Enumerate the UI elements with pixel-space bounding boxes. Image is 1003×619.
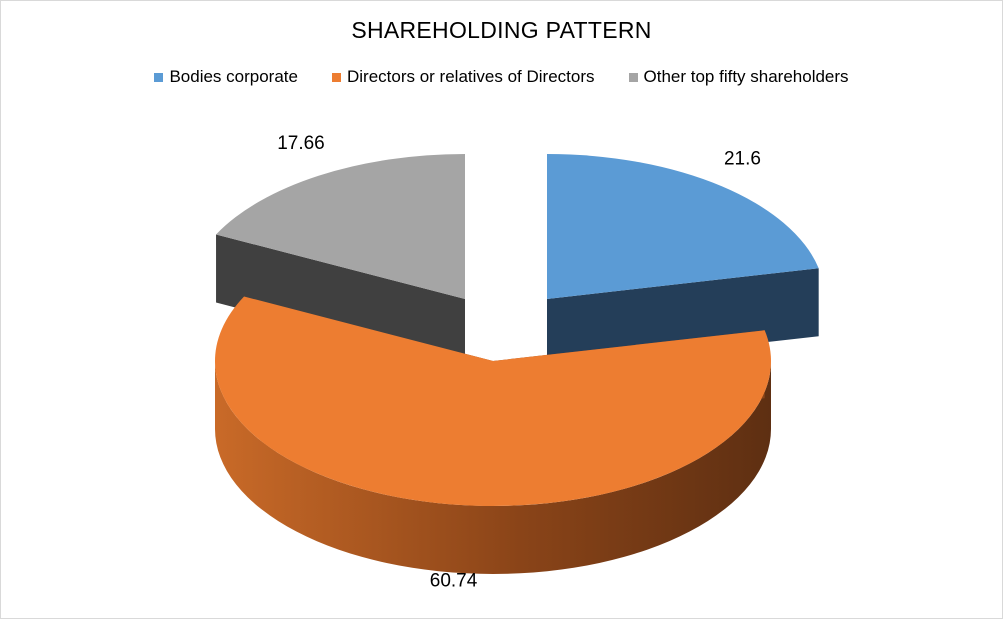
legend-item-other-top-fifty: Other top fifty shareholders — [628, 67, 849, 87]
legend-swatch — [154, 72, 164, 82]
legend-item-bodies-corporate: Bodies corporate — [154, 67, 298, 87]
slice-cut-2-0 — [216, 234, 465, 367]
chart-legend: Bodies corporate Directors or relatives … — [1, 67, 1002, 87]
legend-item-directors: Directors or relatives of Directors — [331, 67, 595, 87]
chart-title: SHAREHOLDING PATTERN — [351, 17, 652, 43]
data-label-1: 60.74 — [430, 570, 478, 591]
data-label-0: 21.6 — [724, 149, 761, 170]
pie-tops — [215, 154, 819, 506]
pie-sides — [215, 361, 771, 574]
legend-swatch — [628, 72, 638, 82]
slice-top-0 — [547, 154, 819, 299]
slice-side-1 — [215, 361, 771, 574]
legend-label: Bodies corporate — [169, 67, 298, 86]
slice-top-1 — [215, 296, 772, 506]
slice-top-2 — [216, 154, 465, 299]
legend-swatch — [331, 72, 341, 82]
legend-label: Other top fifty shareholders — [643, 67, 849, 86]
data-label-2: 17.66 — [277, 133, 325, 154]
legend-label: Directors or relatives of Directors — [346, 67, 595, 86]
